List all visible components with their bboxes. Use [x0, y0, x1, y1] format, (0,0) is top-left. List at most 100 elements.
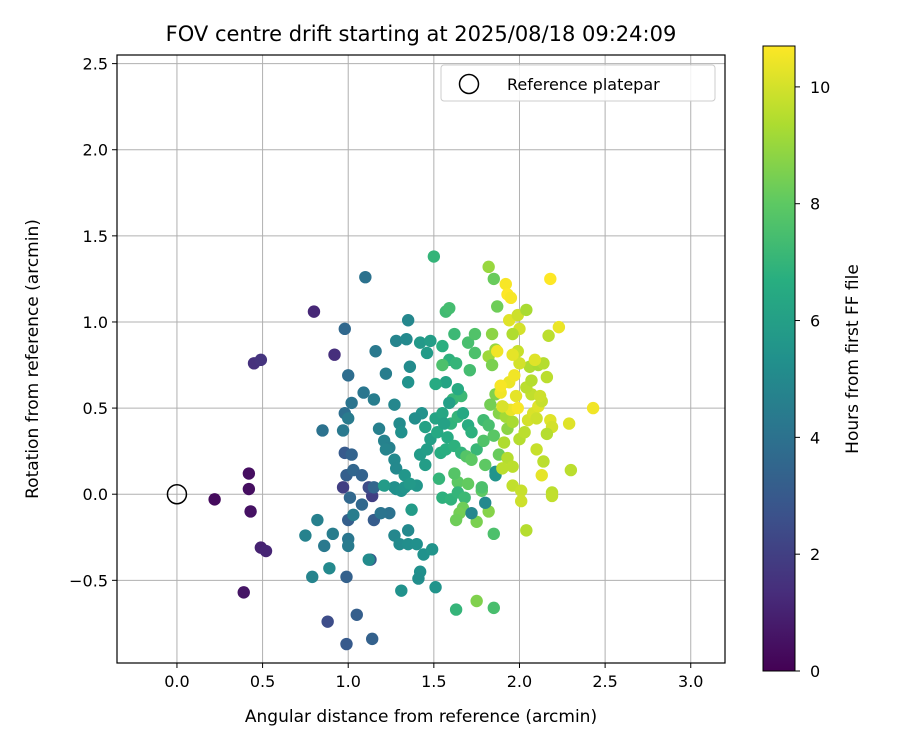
data-point — [393, 537, 406, 551]
data-point — [525, 374, 538, 387]
data-point — [508, 369, 521, 382]
x-tick-label: 3.0 — [678, 672, 703, 691]
data-point — [321, 615, 334, 628]
data-point — [420, 443, 434, 456]
data-point — [242, 467, 256, 480]
data-point — [425, 543, 439, 556]
data-point — [405, 503, 418, 516]
colorbar-tick-label: 6 — [810, 312, 820, 331]
data-point — [208, 493, 221, 506]
data-point — [506, 460, 519, 473]
x-tick-label: 2.5 — [592, 672, 617, 691]
data-point — [479, 458, 492, 472]
data-point — [463, 363, 477, 377]
y-axis-label: Rotation from reference (arcmin) — [23, 219, 43, 499]
colorbar-tick-label: 4 — [810, 428, 820, 447]
data-point — [485, 327, 499, 341]
data-point — [412, 572, 425, 585]
data-point — [401, 524, 415, 537]
data-point — [535, 469, 548, 482]
data-point — [448, 327, 461, 341]
data-point — [316, 424, 329, 437]
data-point — [345, 448, 358, 461]
y-tick-label: 0.0 — [83, 485, 108, 504]
y-tick-label: 2.5 — [83, 55, 108, 74]
data-point — [254, 353, 268, 367]
y-tick-label: 0.5 — [83, 399, 108, 418]
data-point — [487, 527, 500, 541]
data-point — [347, 508, 360, 522]
data-point — [328, 348, 341, 361]
data-point — [311, 513, 324, 527]
data-point — [485, 358, 499, 372]
y-axis-ticks: −0.5 0.0 0.5 1.0 1.5 2.0 2.5 — [69, 55, 117, 590]
data-point — [410, 537, 423, 551]
chart-title: FOV centre drift starting at 2025/08/18 … — [166, 22, 677, 46]
data-point — [586, 401, 600, 415]
data-point — [431, 426, 444, 439]
data-point — [530, 443, 543, 456]
data-point — [377, 479, 391, 492]
data-point — [530, 412, 543, 425]
data-point — [487, 601, 500, 615]
data-point — [465, 426, 478, 439]
data-point — [487, 429, 500, 442]
x-axis-ticks: 0.0 0.5 1.0 1.5 2.0 2.5 3.0 — [164, 663, 703, 691]
data-point — [365, 632, 379, 646]
plot-frame — [116, 54, 726, 664]
data-point — [244, 505, 257, 518]
data-point — [470, 443, 483, 456]
data-point — [468, 346, 482, 360]
data-points — [208, 250, 600, 651]
data-point — [389, 334, 403, 348]
data-point — [513, 357, 526, 370]
data-point — [520, 303, 533, 317]
data-point — [470, 594, 483, 608]
data-point — [482, 419, 495, 432]
data-point — [395, 426, 408, 439]
y-tick-label: 2.0 — [83, 141, 108, 160]
data-point — [451, 382, 465, 396]
data-point — [367, 393, 381, 406]
colorbar-tick-label: 10 — [810, 78, 830, 97]
x-tick-label: 0.0 — [164, 672, 189, 691]
data-point — [540, 427, 554, 441]
legend-label: Reference platepar — [507, 75, 660, 94]
data-point — [496, 400, 509, 413]
data-point — [552, 320, 566, 334]
data-point — [497, 436, 511, 449]
data-point — [439, 376, 453, 389]
data-point — [369, 345, 382, 358]
data-point — [441, 431, 454, 444]
data-point — [379, 367, 393, 380]
legend-box — [440, 64, 716, 102]
y-tick-label: −0.5 — [69, 571, 108, 590]
x-tick-label: 2.0 — [507, 672, 532, 691]
data-point — [336, 481, 350, 494]
data-point — [482, 260, 495, 274]
data-point — [389, 462, 403, 475]
data-point — [340, 637, 353, 651]
legend: Reference platepar — [440, 64, 716, 102]
data-point — [465, 506, 478, 520]
data-point — [449, 357, 463, 370]
data-point — [448, 467, 461, 480]
data-point — [509, 389, 523, 403]
data-point — [372, 422, 386, 435]
data-point — [437, 417, 451, 430]
data-point — [542, 329, 555, 342]
data-point — [496, 462, 509, 475]
data-point — [504, 291, 518, 305]
data-point — [395, 584, 408, 597]
colorbar-tick-label: 2 — [810, 545, 820, 564]
data-point — [401, 376, 415, 389]
data-point — [468, 327, 482, 341]
data-point — [357, 386, 370, 399]
data-point — [336, 424, 350, 437]
data-point — [355, 498, 369, 511]
data-point — [374, 506, 387, 520]
data-point — [400, 332, 413, 346]
data-point — [429, 581, 442, 594]
data-point — [477, 434, 490, 448]
